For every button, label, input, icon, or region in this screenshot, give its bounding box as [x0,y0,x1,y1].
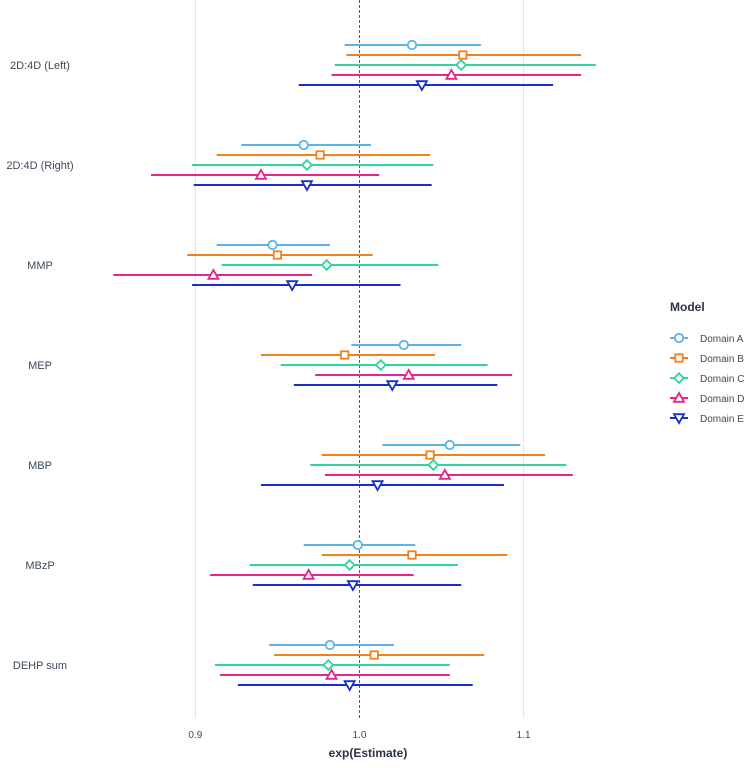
legend-label: Domain C [700,374,744,385]
point-estimate [272,250,283,260]
series-domain-b [187,50,582,660]
legend-title: Model [670,300,705,314]
legend-key-marker [672,391,686,403]
legend-label: Domain B [700,354,744,365]
point-estimate [427,458,440,472]
legend-item: Domain C [670,371,744,385]
y-tick-label: 2D:4D (Left) [10,60,70,72]
legend-item: Domain A [670,332,744,345]
legend-item: Domain E [670,413,744,425]
point-estimate [444,439,455,451]
x-tick-label: 0.9 [188,730,202,741]
legend-label: Domain E [700,414,744,425]
point-estimate [455,58,468,72]
point-estimate [402,368,416,380]
y-axis-labels: 2D:4D (Left) 2D:4D (Right) MMP MEP MBP MBzP DE… [6,60,73,672]
legend-key-marker [673,332,685,344]
legend-item: Domain B [670,353,744,365]
legend-item: Domain D [670,391,744,405]
point-estimate [300,180,314,192]
y-tick-label: MBzP [25,560,54,572]
point-estimate [374,358,387,372]
y-tick-label: 2D:4D (Right) [6,160,73,172]
legend: Model Domain A Domain B Domain C Domain D Do… [670,300,744,425]
point-estimate [406,39,418,51]
x-axis-title: exp(Estimate) [329,746,408,760]
point-estimate [352,539,363,551]
y-tick-label: MEP [28,360,52,372]
point-estimate [444,68,458,80]
point-estimate [438,468,452,480]
point-estimate [385,380,399,392]
point-estimate [425,450,435,460]
legend-key-marker [672,371,686,385]
point-estimate [322,658,335,672]
y-tick-label: MMP [27,260,53,272]
x-axis-ticks: 0.9 1.0 1.1 [188,730,531,741]
y-tick-label: MBP [28,460,52,472]
point-estimate [343,680,357,692]
point-estimate [254,168,268,180]
point-estimate [298,139,309,151]
legend-label: Domain A [700,334,744,345]
legend-label: Domain D [700,394,744,405]
grid-lines [194,0,525,718]
point-estimate [324,639,336,651]
point-estimate [320,258,333,272]
point-estimate [285,280,299,292]
point-estimate [343,558,356,572]
series-domain-d [113,68,582,680]
y-tick-label: DEHP sum [13,660,67,672]
point-estimate [302,568,316,580]
x-tick-label: 1.0 [353,730,367,741]
point-estimate [325,668,339,680]
point-estimate [458,50,468,60]
point-estimate [415,80,429,92]
series-domain-a [216,39,521,651]
x-tick-label: 1.1 [517,730,531,741]
series-domain-c [192,58,596,672]
legend-key-marker [674,353,684,363]
series-marks [113,39,596,692]
point-estimate [300,158,314,172]
series-domain-e [192,80,554,692]
point-estimate [340,350,350,360]
point-estimate [267,239,278,251]
point-estimate [370,480,385,492]
point-estimate [398,339,409,351]
point-estimate [407,550,417,560]
point-estimate [315,150,325,160]
point-estimate [369,650,379,660]
legend-key-marker [672,413,686,425]
point-estimate [346,580,360,592]
point-estimate [206,268,220,280]
